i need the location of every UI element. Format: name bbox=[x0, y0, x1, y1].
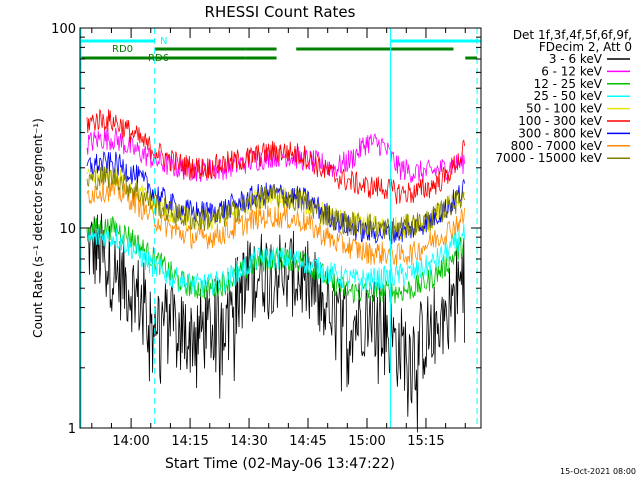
annotation-label: RD0 bbox=[112, 44, 133, 55]
series-line-8 bbox=[86, 166, 465, 240]
legend-label: 25 - 50 keV bbox=[534, 89, 603, 103]
plot-area: N RD0 RD6 1 10 100 14:00 14:15 14:30 14:45 15:00 15… bbox=[51, 22, 482, 449]
x-axis-label: Start Time (02-May-06 13:47:22) bbox=[165, 456, 395, 472]
annotation-label: RD6 bbox=[148, 53, 169, 64]
chart-title: RHESSI Count Rates bbox=[205, 3, 356, 21]
x-tick-label: 14:45 bbox=[289, 434, 326, 449]
x-tick-label: 14:00 bbox=[112, 434, 149, 449]
legend-label: 12 - 25 keV bbox=[534, 77, 603, 91]
x-tick-label: 14:15 bbox=[171, 434, 208, 449]
legend-label: 100 - 300 keV bbox=[518, 114, 602, 128]
x-tick-label: 15:15 bbox=[407, 434, 444, 449]
legend-header-line: FDecim 2, Att 0 bbox=[539, 40, 632, 54]
legend-header-line: Det 1f,3f,4f,5f,6f,9f, bbox=[513, 28, 632, 42]
legend-label: 50 - 100 keV bbox=[526, 102, 603, 116]
series-line-3 bbox=[86, 223, 465, 297]
x-tick-label: 15:00 bbox=[348, 434, 385, 449]
series-line-0 bbox=[86, 213, 465, 433]
y-tick-label: 100 bbox=[51, 22, 76, 37]
y-tick-label: 1 bbox=[68, 422, 76, 437]
x-tick-label: 14:30 bbox=[230, 434, 267, 449]
legend-label: 6 - 12 keV bbox=[541, 64, 603, 78]
legend-label: 300 - 800 keV bbox=[518, 126, 602, 140]
series-line-1 bbox=[86, 127, 465, 184]
y-axis-label: Count Rate (s⁻¹ detector segment⁻¹) bbox=[31, 118, 45, 338]
annotation-label: N bbox=[160, 36, 167, 47]
legend-label: 3 - 6 keV bbox=[549, 52, 603, 66]
series-line-7 bbox=[86, 177, 465, 266]
y-tick-label: 10 bbox=[59, 222, 76, 237]
legend-label: 7000 - 15000 keV bbox=[495, 151, 602, 165]
footer-timestamp: 15-Oct-2021 08:00 bbox=[560, 467, 636, 476]
legend-label: 800 - 7000 keV bbox=[511, 139, 603, 153]
series-line-5 bbox=[86, 108, 465, 205]
